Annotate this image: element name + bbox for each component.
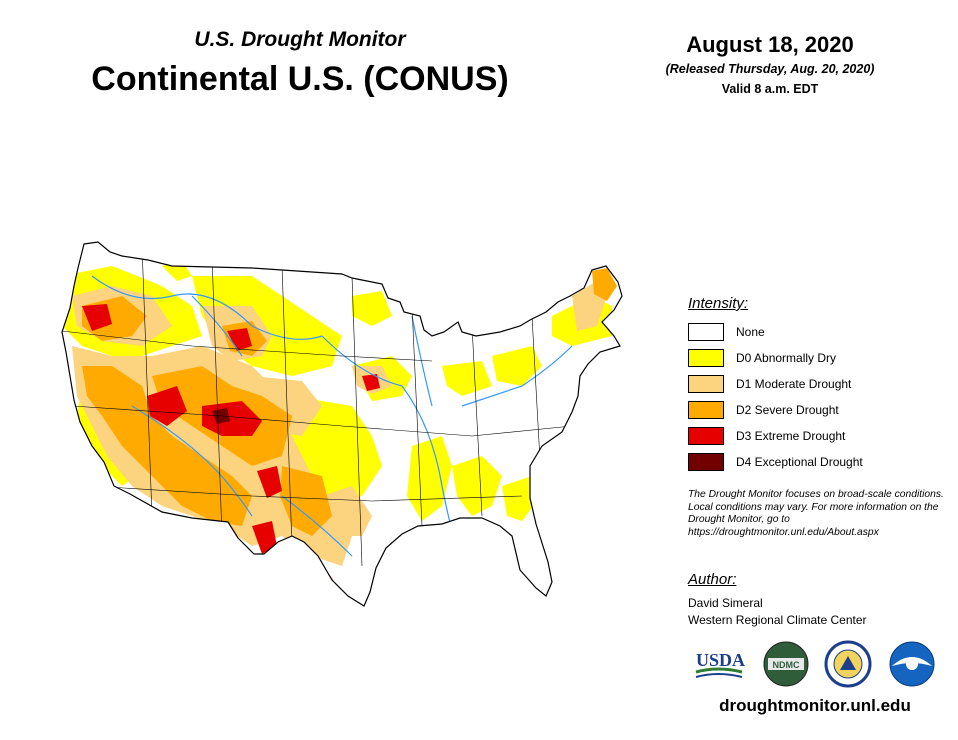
legend-label: D0 Abnormally Dry — [736, 351, 837, 365]
legend-label: D4 Exceptional Drought — [736, 455, 863, 469]
legend-title: Intensity: — [688, 295, 749, 312]
commerce-seal — [824, 640, 872, 688]
ndmc-text: NDMC — [773, 660, 800, 670]
disclaimer-note: The Drought Monitor focuses on broad-sca… — [688, 489, 944, 538]
author-title: Author: — [688, 571, 737, 588]
d3-areas — [82, 304, 380, 594]
legend-item: D2 Severe Drought — [688, 400, 839, 420]
legend-swatch — [688, 349, 724, 367]
legend-swatch — [688, 453, 724, 471]
release-date: (Released Thursday, Aug. 20, 2020) — [665, 62, 875, 76]
legend-item: D1 Moderate Drought — [688, 374, 851, 394]
legend-label: D3 Extreme Drought — [736, 429, 846, 443]
legend-swatch — [688, 401, 724, 419]
rivers — [91, 275, 573, 567]
map-title: Continental U.S. (CONUS) — [91, 60, 509, 98]
state-boundaries — [62, 245, 573, 567]
author-name: David Simeral — [688, 596, 763, 610]
map-subtitle: U.S. Drought Monitor — [194, 28, 406, 51]
legend-item: None — [688, 322, 765, 342]
legend-item: D3 Extreme Drought — [688, 426, 845, 446]
legend-label: D2 Severe Drought — [736, 403, 839, 417]
legend-label: None — [736, 325, 765, 339]
conus-drought-map — [61, 241, 623, 607]
legend-item: D0 Abnormally Dry — [688, 348, 836, 368]
ndmc-logo: NDMC — [763, 641, 809, 687]
noaa-logo — [889, 641, 935, 687]
legend-swatch — [688, 375, 724, 393]
author-org: Western Regional Climate Center — [688, 613, 867, 627]
usda-text: USDA — [696, 650, 745, 670]
map-date: August 18, 2020 — [686, 32, 854, 57]
legend-label: D1 Moderate Drought — [736, 377, 852, 391]
legend-swatch — [688, 323, 724, 341]
valid-time: Valid 8 a.m. EDT — [721, 82, 819, 96]
usda-logo: USDA — [695, 650, 745, 678]
legend-item: D4 Exceptional Drought — [688, 452, 863, 472]
legend-swatch — [688, 427, 724, 445]
agency-logos: USDA NDMC — [695, 640, 935, 688]
website-url[interactable]: droughtmonitor.unl.edu — [719, 696, 911, 715]
